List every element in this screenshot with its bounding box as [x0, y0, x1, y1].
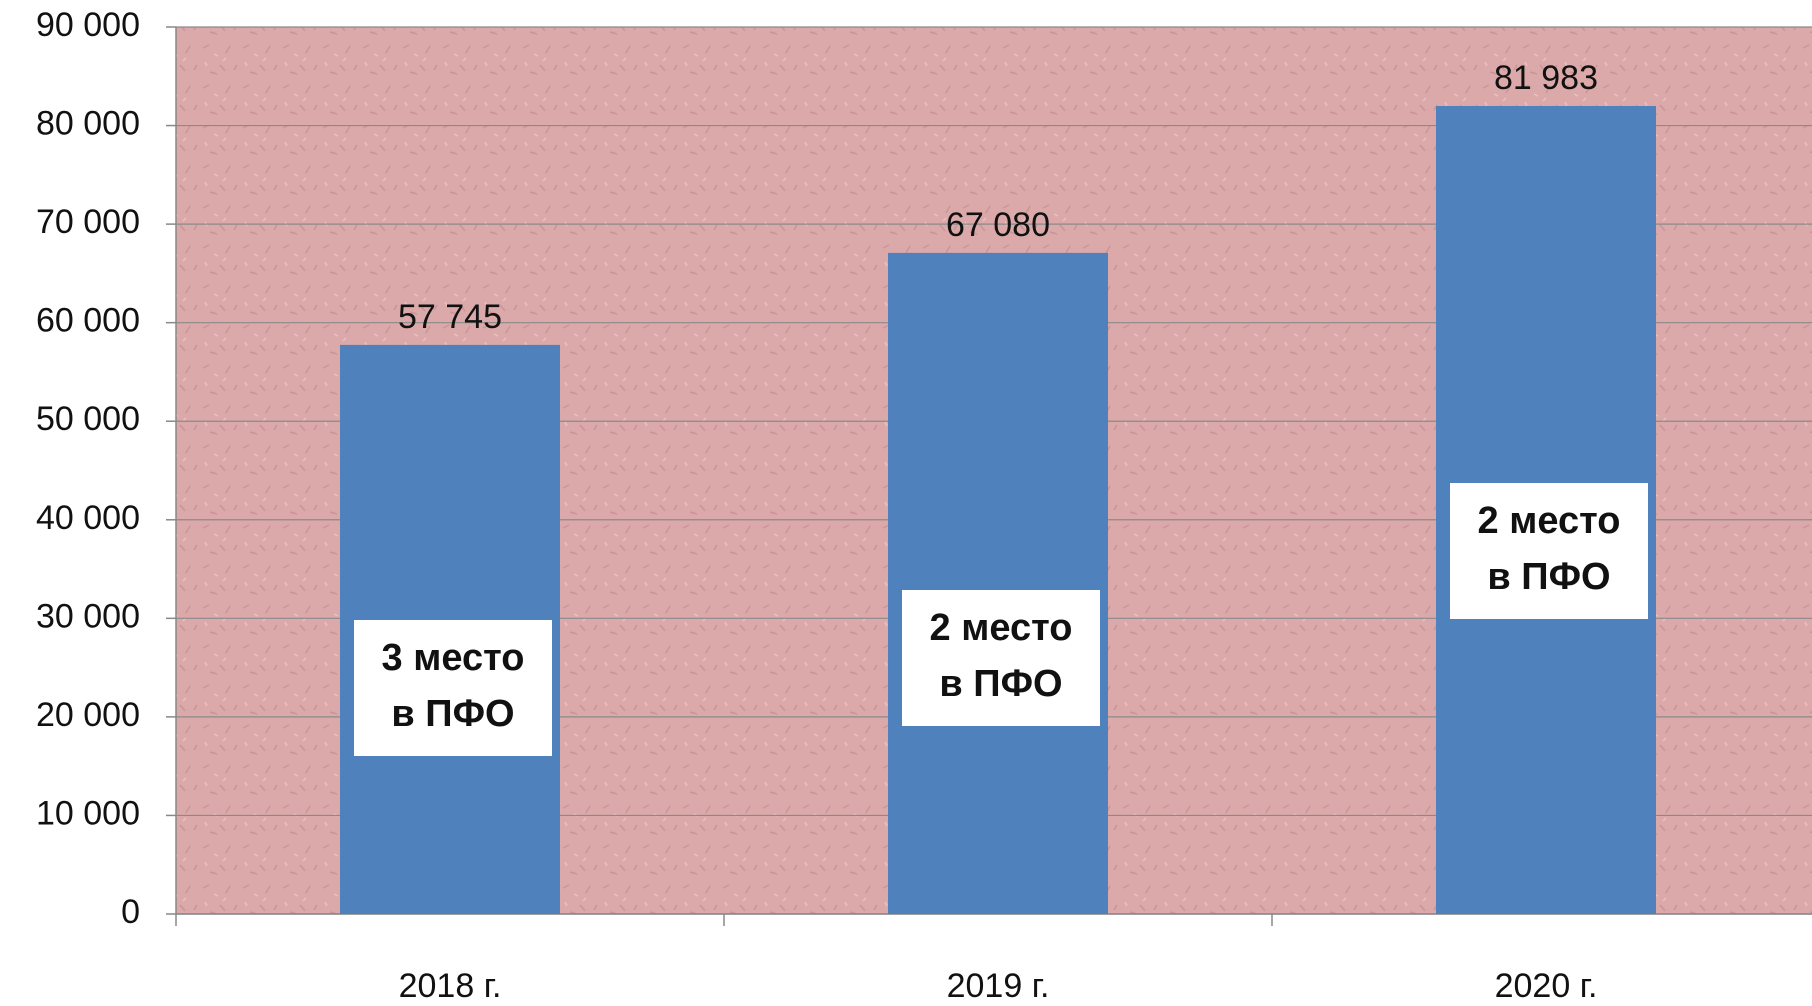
annotation-box — [902, 590, 1100, 726]
annotation: в ПФО — [391, 693, 514, 735]
y-tick-label: 10 000 — [36, 794, 140, 832]
annotation-box — [1450, 483, 1648, 619]
y-tick-label: 80 000 — [36, 105, 140, 143]
annotation: в ПФО — [939, 663, 1062, 705]
data-label: 81 983 — [1494, 59, 1598, 97]
bar — [888, 252, 1108, 914]
y-tick-label: 0 — [121, 893, 140, 931]
y-tick-label: 30 000 — [36, 597, 140, 635]
data-label: 57 745 — [398, 298, 502, 336]
annotation-box — [354, 620, 552, 756]
y-tick-label: 50 000 — [36, 400, 140, 438]
annotation: 3 место — [382, 637, 525, 679]
y-tick-label: 60 000 — [36, 302, 140, 340]
x-tick-label: 2018 г. — [399, 967, 502, 1005]
annotation: 2 место — [1478, 500, 1621, 542]
x-tick-label: 2019 г. — [947, 967, 1050, 1005]
data-label: 67 080 — [946, 206, 1050, 244]
y-tick-label: 90 000 — [36, 6, 140, 44]
y-tick-label: 70 000 — [36, 203, 140, 241]
x-tick-label: 2020 г. — [1495, 967, 1598, 1005]
y-tick-label: 20 000 — [36, 696, 140, 734]
y-tick-label: 40 000 — [36, 499, 140, 537]
annotation: 2 место — [930, 607, 1073, 649]
annotation: в ПФО — [1487, 556, 1610, 598]
